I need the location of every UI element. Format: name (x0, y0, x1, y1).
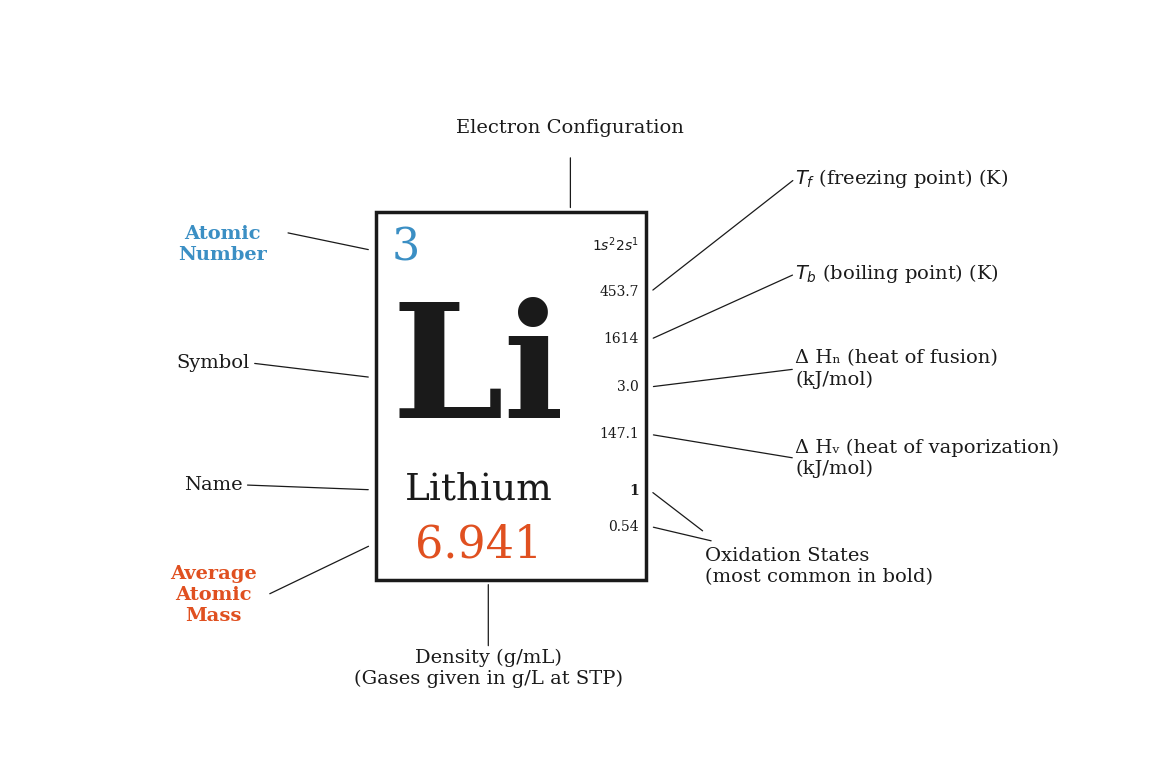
Text: $1s^{2}2s^{1}$: $1s^{2}2s^{1}$ (591, 235, 639, 253)
Text: Li: Li (392, 296, 565, 451)
Text: 453.7: 453.7 (599, 285, 639, 299)
Text: 0.54: 0.54 (609, 520, 639, 533)
Text: 3.0: 3.0 (617, 380, 639, 394)
Text: 1614: 1614 (604, 332, 639, 347)
Text: $T_f$ (freezing point) (K): $T_f$ (freezing point) (K) (795, 168, 1008, 191)
Text: Symbol: Symbol (177, 354, 250, 372)
Text: $T_b$ (boiling point) (K): $T_b$ (boiling point) (K) (795, 262, 999, 286)
Text: Density (g/mL)
(Gases given in g/L at STP): Density (g/mL) (Gases given in g/L at ST… (354, 648, 623, 688)
Text: 3: 3 (392, 226, 420, 269)
Text: Name: Name (184, 476, 242, 494)
Text: Δ Hᵥ (heat of vaporization)
(kJ/mol): Δ Hᵥ (heat of vaporization) (kJ/mol) (795, 438, 1059, 478)
Text: Electron Configuration: Electron Configuration (456, 120, 684, 137)
Text: 1: 1 (630, 484, 639, 498)
Text: Atomic
Number: Atomic Number (178, 225, 267, 263)
Text: Lithium: Lithium (405, 472, 552, 508)
Text: 6.941: 6.941 (414, 523, 542, 567)
Text: Oxidation States
(most common in bold): Oxidation States (most common in bold) (705, 547, 932, 586)
Text: Δ Hₙ (heat of fusion)
(kJ/mol): Δ Hₙ (heat of fusion) (kJ/mol) (795, 350, 998, 388)
Text: Average
Atomic
Mass: Average Atomic Mass (170, 565, 256, 625)
Text: 147.1: 147.1 (599, 428, 639, 442)
Bar (376, 212, 646, 580)
